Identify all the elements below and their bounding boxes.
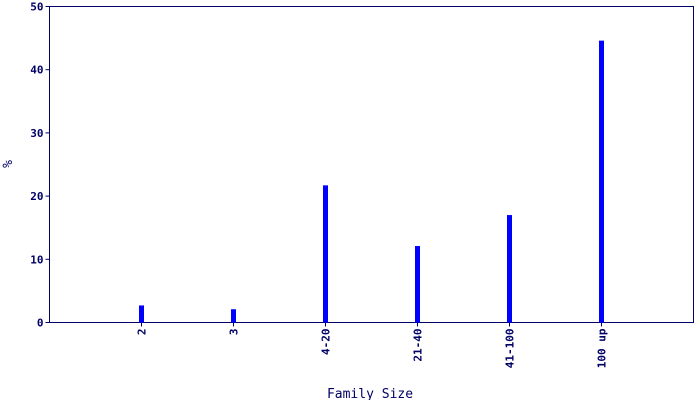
x-tick-label: 21-40 <box>412 329 425 362</box>
bar-2 <box>139 305 144 323</box>
y-tick-label: 30 <box>30 127 43 140</box>
bar-3 <box>231 309 236 323</box>
bar-21-40 <box>415 246 420 323</box>
x-tick-label: 41-100 <box>504 329 517 369</box>
y-tick-label: 10 <box>30 253 43 266</box>
x-tick-label: 3 <box>228 329 241 336</box>
bar-100-up <box>599 40 604 323</box>
bar-4-20 <box>323 185 328 323</box>
y-axis-label: % <box>1 160 16 168</box>
y-tick-label: 0 <box>37 317 44 330</box>
y-tick-label: 20 <box>30 190 43 203</box>
x-tick-label: 100 up <box>596 328 609 368</box>
x-tick-label: 2 <box>136 329 149 336</box>
x-tick-label: 4-20 <box>320 329 333 356</box>
bar-41-100 <box>507 215 512 323</box>
y-tick-label: 50 <box>30 1 43 14</box>
plot-frame <box>49 6 694 323</box>
y-tick-label: 40 <box>30 64 43 77</box>
x-axis-label: Family Size <box>327 387 413 400</box>
